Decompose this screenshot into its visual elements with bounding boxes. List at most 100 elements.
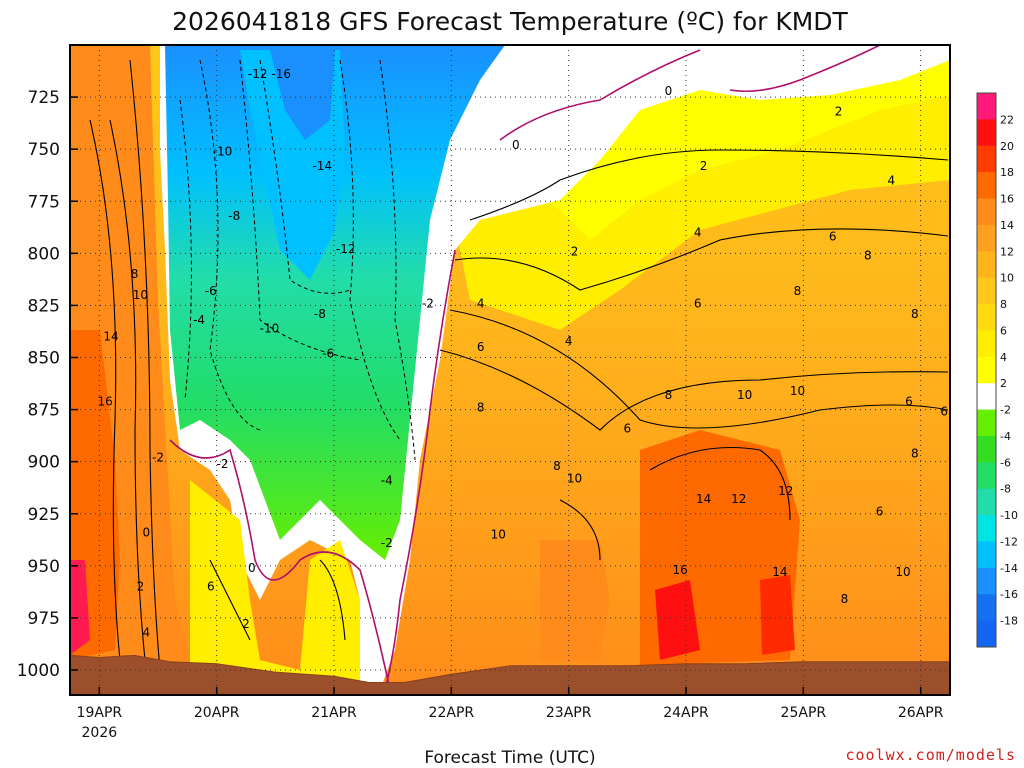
contour-label: 14 xyxy=(103,330,118,344)
colorbar-label: 6 xyxy=(1000,324,1007,337)
y-tick-label: 850 xyxy=(28,349,60,369)
contour-label: 0 xyxy=(665,84,673,98)
very-hot-pocket-25apr xyxy=(760,575,795,655)
contour-label: 4 xyxy=(477,296,485,310)
contour-label: 8 xyxy=(841,592,849,606)
contour-label: -10 xyxy=(213,144,233,158)
colorbar-swatch xyxy=(977,435,996,463)
contour-label: 0 xyxy=(512,138,520,152)
contour-label: 4 xyxy=(694,226,702,240)
contour-label: -6 xyxy=(322,346,334,360)
contour-label: -16 xyxy=(271,67,291,81)
x-axis-label: Forecast Time (UTC) xyxy=(424,748,595,768)
colorbar-label: -14 xyxy=(1000,562,1018,575)
contour-label: 8 xyxy=(553,459,561,473)
y-tick-label: 825 xyxy=(28,296,60,316)
surface-terrain xyxy=(70,654,950,695)
contour-label: 10 xyxy=(491,528,506,542)
colorbar-label: 10 xyxy=(1000,272,1014,285)
contour-label: 0 xyxy=(248,561,256,575)
contour-label: 6 xyxy=(477,340,485,354)
contour-label: 16 xyxy=(672,563,687,577)
x-tick-label: 26APR xyxy=(898,705,944,721)
contour-label: 6 xyxy=(876,505,884,519)
contour-label: 8 xyxy=(864,248,872,262)
colorbar-label: 22 xyxy=(1000,113,1014,126)
cold-contours xyxy=(179,59,416,461)
contour-label: 6 xyxy=(207,580,215,594)
contour-label: 8 xyxy=(131,267,139,281)
y-tick-label: 975 xyxy=(28,609,60,629)
x-tick-year: 2026 xyxy=(82,725,118,741)
x-tick-label: 21APR xyxy=(311,705,357,721)
contour-label: -4 xyxy=(381,473,393,487)
contour-label: -10 xyxy=(260,321,280,335)
contour-label: 4 xyxy=(565,334,573,348)
colorbar-swatch xyxy=(977,251,996,279)
freezing-contours xyxy=(169,45,881,691)
cold-region xyxy=(165,45,505,560)
contour-label: 8 xyxy=(665,388,673,402)
plot-area xyxy=(70,45,950,695)
contour-label: 14 xyxy=(696,492,711,506)
yellow-low-left xyxy=(190,480,360,690)
very-hot-region-early xyxy=(70,560,90,655)
x-tick-label: 24APR xyxy=(663,705,709,721)
contour-label: 6 xyxy=(940,405,948,419)
colorbar-label: 14 xyxy=(1000,219,1014,232)
contour-label: 10 xyxy=(133,288,148,302)
colorbar-label: 2 xyxy=(1000,377,1007,390)
contour-label: -14 xyxy=(312,159,332,173)
y-tick-label: 800 xyxy=(28,244,60,264)
contour-label: 10 xyxy=(895,565,910,579)
credit-text: coolwx.com/models xyxy=(845,746,1016,764)
x-tick-label: 23APR xyxy=(546,705,592,721)
contour-label: 14 xyxy=(772,565,787,579)
colorbar-label: 20 xyxy=(1000,140,1014,153)
colorbar-swatch xyxy=(977,224,996,252)
contour-label: 10 xyxy=(737,388,752,402)
colorbar-label: -10 xyxy=(1000,509,1018,522)
colorbar-label: 18 xyxy=(1000,166,1014,179)
contour-label: -2 xyxy=(152,451,164,465)
contour-label: 12 xyxy=(778,484,793,498)
y-tick-label: 775 xyxy=(28,192,60,212)
contour-label: -4 xyxy=(193,313,205,327)
colorbar-swatch xyxy=(977,172,996,200)
colorbar-swatch xyxy=(977,594,996,622)
colorbar-swatch xyxy=(977,119,996,147)
y-tick-label: 925 xyxy=(28,505,60,525)
colorbar-label: -8 xyxy=(1000,483,1011,496)
y-tick-label: 875 xyxy=(28,401,60,421)
warm-contours xyxy=(89,59,949,671)
colorbar-swatch xyxy=(977,356,996,384)
colorbar-label: 12 xyxy=(1000,245,1014,258)
x-axis: 19APR 2026 20APR 21APR 22APR 23APR 24APR 25APR 2… xyxy=(77,687,944,741)
colorbar-label: -12 xyxy=(1000,535,1018,548)
colorbar-swatch xyxy=(977,330,996,358)
contour-label: 8 xyxy=(477,401,485,415)
chart-title: 2026041818 GFS Forecast Temperature (ºC)… xyxy=(172,7,848,36)
y-axis: 725 750 775 800 825 850 875 900 925 950 975 1000 xyxy=(17,88,78,681)
x-tick-label: 22APR xyxy=(429,705,475,721)
contour-label: -2 xyxy=(217,457,229,471)
contour-label: 4 xyxy=(142,626,150,640)
contour-label: 6 xyxy=(829,230,837,244)
coldest-core xyxy=(270,50,335,140)
colorbar-swatch xyxy=(977,409,996,437)
colorbar-label: 16 xyxy=(1000,193,1014,206)
x-tick-label: 20APR xyxy=(194,705,240,721)
contour-label: -2 xyxy=(381,536,393,550)
colorbar-swatch xyxy=(977,198,996,226)
y-tick-label: 900 xyxy=(28,453,60,473)
contour-label: 2 xyxy=(571,244,579,258)
y-tick-label: 750 xyxy=(28,140,60,160)
colorbar-label: -6 xyxy=(1000,456,1011,469)
contour-label: -8 xyxy=(314,307,326,321)
contour-label: 10 xyxy=(567,471,582,485)
plot-frame xyxy=(69,44,951,696)
contour-label: 4 xyxy=(888,173,896,187)
colorbar-label: 4 xyxy=(1000,351,1007,364)
colorbar-label: -16 xyxy=(1000,588,1018,601)
